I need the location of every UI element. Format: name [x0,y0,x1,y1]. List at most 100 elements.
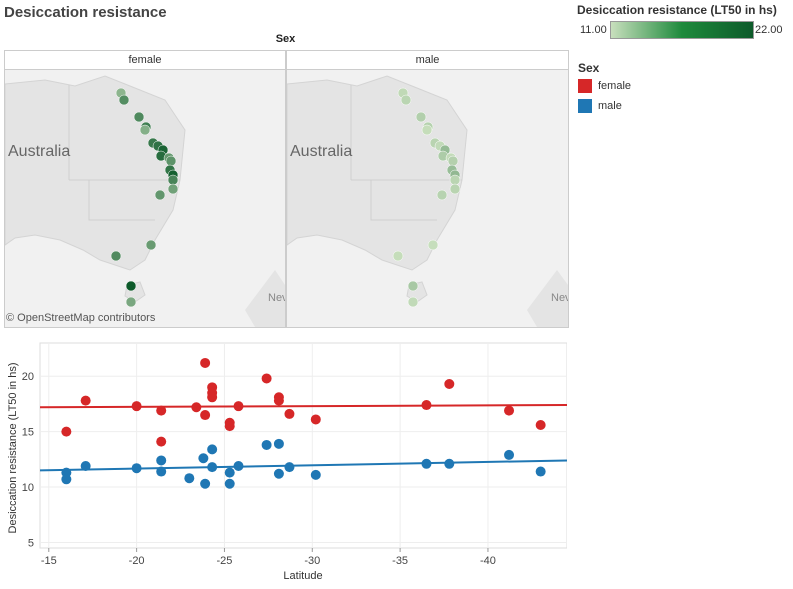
map-point-male[interactable] [415,111,427,123]
map-point-female[interactable] [133,111,145,123]
point-male[interactable] [284,462,295,473]
point-female[interactable] [284,408,295,419]
point-female[interactable] [504,405,515,416]
point-female[interactable] [61,426,72,437]
map-point-male[interactable] [427,239,439,251]
point-male[interactable] [156,466,167,477]
plot-area [39,342,567,549]
map-female-points [110,87,179,308]
x-tick-label: -15 [41,555,57,567]
point-male[interactable] [198,453,209,464]
map-point-male[interactable] [447,155,459,167]
x-tick-label: -40 [480,555,496,567]
point-male[interactable] [131,463,142,474]
point-male[interactable] [261,439,272,450]
point-female[interactable] [310,414,321,425]
y-tick-label: 15 [22,427,34,439]
point-female[interactable] [444,379,455,389]
trend-line-male [39,459,567,472]
map-point-male[interactable] [421,124,433,136]
legend-label-male: male [598,100,622,112]
point-male[interactable] [224,478,235,489]
map-attribution: © OpenStreetMap contributors [6,312,156,324]
x-tick-label: -25 [216,555,232,567]
map-point-female[interactable] [167,174,179,186]
map-point-male[interactable] [407,296,419,308]
point-female[interactable] [80,395,91,406]
map-point-female[interactable] [154,189,166,201]
point-male[interactable] [233,461,244,471]
map-male-basemap [287,75,568,327]
point-male[interactable] [273,468,284,479]
map-point-female[interactable] [125,280,137,292]
facet-label-male: male [286,50,569,70]
map-point-female[interactable] [110,250,122,262]
page-title: Desiccation resistance [4,4,167,21]
x-tick-label: -30 [304,555,320,567]
point-female[interactable] [156,436,167,447]
point-male[interactable] [504,449,515,460]
map-point-male[interactable] [449,174,461,186]
map-point-female[interactable] [118,94,130,106]
map-male-country-label: Australia [290,143,353,160]
facet-header: Sex [275,33,296,45]
map-point-male[interactable] [407,280,419,292]
color-legend-gradient [610,21,754,39]
map-point-female[interactable] [165,155,177,167]
point-female[interactable] [535,420,546,430]
map-point-male[interactable] [400,94,412,106]
facet-label-female: female [4,50,286,70]
y-axis-label: Desiccation resistance (LT50 in hs) [7,363,19,534]
sex-legend-title: Sex [578,61,600,75]
point-male[interactable] [444,458,455,469]
point-female[interactable] [200,410,211,421]
point-male[interactable] [224,467,235,478]
y-tick-label: 5 [28,537,34,549]
point-female[interactable] [191,402,202,413]
point-male[interactable] [535,466,546,477]
point-male[interactable] [273,438,284,449]
male-swatch [578,99,592,113]
point-male[interactable] [207,462,218,473]
legend-item-male[interactable]: male [578,99,622,113]
map-male[interactable]: Australia Nev [286,69,569,328]
legend-item-female[interactable]: female [578,79,631,93]
map-point-female[interactable] [125,296,137,308]
scatter-chart: 5 10 15 20 -15 -20 -25 -30 -35 -40 Latitude Desi… [7,342,567,582]
map-point-male[interactable] [392,250,404,262]
point-female[interactable] [233,401,244,412]
point-male[interactable] [207,444,218,455]
point-male[interactable] [421,458,432,469]
y-axis-ticks: 5 10 15 20 [22,371,34,549]
point-female[interactable] [421,400,432,411]
point-male[interactable] [310,469,321,480]
female-swatch [578,79,592,93]
x-axis-ticks: -15 -20 -25 -30 -35 -40 [41,548,496,567]
point-female[interactable] [131,401,142,412]
map-point-male[interactable] [436,189,448,201]
y-tick-label: 10 [22,482,34,494]
point-female[interactable] [273,395,284,406]
map-male-edge-label: Nev [551,292,569,304]
point-male[interactable] [80,461,91,471]
point-male[interactable] [156,455,167,466]
map-point-male[interactable] [449,183,461,195]
point-female[interactable] [224,421,235,432]
point-male[interactable] [61,474,72,485]
point-female[interactable] [207,392,218,403]
map-point-female[interactable] [167,183,179,195]
map-male-points [392,87,461,308]
point-female[interactable] [261,373,272,384]
point-female[interactable] [200,357,211,368]
color-legend-max: 22.00 [755,24,783,36]
map-point-female[interactable] [145,239,157,251]
map-female[interactable]: Australia Nev [4,69,286,328]
map-point-female[interactable] [139,124,151,136]
point-male[interactable] [200,478,211,489]
point-male[interactable] [184,473,195,484]
trend-lines [39,404,567,472]
legend-label-female: female [598,80,632,92]
y-tick-label: 20 [22,371,34,383]
x-tick-label: -35 [392,555,408,567]
point-female[interactable] [156,405,167,416]
